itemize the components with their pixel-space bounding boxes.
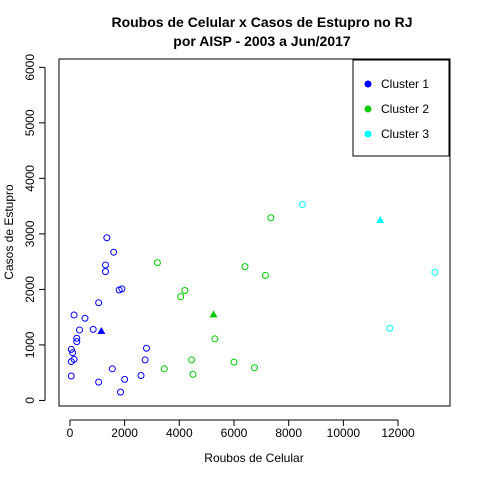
cluster-2-point <box>181 287 189 295</box>
legend-label-cluster-3: Cluster 3 <box>381 127 429 141</box>
cluster-1-point <box>118 285 126 293</box>
x-tick-label: 8000 <box>275 426 302 440</box>
cluster-2-point <box>230 358 238 366</box>
cluster-1-point <box>101 261 109 269</box>
x-tick-label: 6000 <box>221 426 248 440</box>
legend-label-cluster-1: Cluster 1 <box>381 77 429 91</box>
legend-label-cluster-2: Cluster 2 <box>381 102 429 116</box>
cluster-1-point <box>142 344 150 352</box>
x-axis: 0 2000 4000 6000 8000 10000 12000 <box>67 419 415 440</box>
cluster-2-point <box>160 365 168 373</box>
legend-marker-cluster-1 <box>364 80 372 88</box>
cluster-2-point <box>153 259 161 267</box>
cluster-1-point <box>137 371 145 379</box>
cluster-2-point <box>189 370 197 378</box>
cluster-2-point <box>177 293 185 301</box>
cluster-1-point <box>95 299 103 307</box>
cluster-1-point <box>67 372 75 380</box>
x-tick-label: 2000 <box>111 426 138 440</box>
cluster-1-point <box>117 388 125 396</box>
y-tick-label: 0 <box>23 397 37 404</box>
y-tick-label: 4000 <box>23 165 37 192</box>
legend: Cluster 1 Cluster 2 Cluster 3 <box>352 59 450 157</box>
chart-title-line-2: por AISP - 2003 a Jun/2017 <box>173 33 351 49</box>
cluster-1-point <box>110 248 118 256</box>
cluster-1-point <box>89 325 97 333</box>
cluster-1-point <box>67 358 75 366</box>
cluster-2-point <box>267 214 275 222</box>
cluster-2-point <box>188 356 196 364</box>
cluster-1-point <box>76 326 84 334</box>
legend-marker-cluster-2 <box>364 105 372 113</box>
cluster-1-point <box>141 356 149 364</box>
y-tick-label: 1000 <box>23 331 37 358</box>
x-tick-label: 10000 <box>327 426 361 440</box>
y-axis-label: Casos de Estupro <box>2 184 16 280</box>
cluster-2-centroid <box>209 310 218 318</box>
cluster-1-point <box>73 334 81 342</box>
x-tick-label: 4000 <box>166 426 193 440</box>
cluster-1-point <box>73 338 81 346</box>
data-points <box>67 200 439 396</box>
cluster-2-point <box>211 335 219 343</box>
cluster-1-point <box>69 349 77 357</box>
x-axis-label: Roubos de Celular <box>204 451 303 465</box>
x-tick-label: 0 <box>67 426 74 440</box>
cluster-1-centroid <box>97 327 106 335</box>
cluster-1-point <box>101 268 109 276</box>
cluster-3-point <box>386 324 394 332</box>
cluster-1-point <box>103 234 111 242</box>
y-tick-label: 3000 <box>23 220 37 247</box>
cluster-1-point <box>121 375 129 383</box>
cluster-2-point <box>241 263 249 271</box>
y-axis: 0 1000 2000 3000 4000 5000 6000 <box>23 54 46 404</box>
x-tick-label: 12000 <box>381 426 415 440</box>
y-tick-label: 2000 <box>23 276 37 303</box>
cluster-2-point <box>261 272 269 280</box>
cluster-1-point <box>67 345 75 353</box>
cluster-3-point <box>298 200 306 208</box>
plot-frame <box>58 58 451 407</box>
cluster-2-point <box>251 364 258 372</box>
y-tick-label: 6000 <box>23 54 37 81</box>
y-tick-label: 5000 <box>23 109 37 136</box>
legend-marker-cluster-3 <box>364 130 372 138</box>
cluster-1-point <box>81 314 89 322</box>
cluster-1-point <box>108 365 116 373</box>
cluster-3-centroid <box>376 216 385 224</box>
cluster-3-point <box>431 268 439 276</box>
chart-title-line-1: Roubos de Celular x Casos de Estupro no … <box>111 14 412 30</box>
cluster-1-point <box>95 378 103 386</box>
cluster-1-point <box>70 311 78 319</box>
